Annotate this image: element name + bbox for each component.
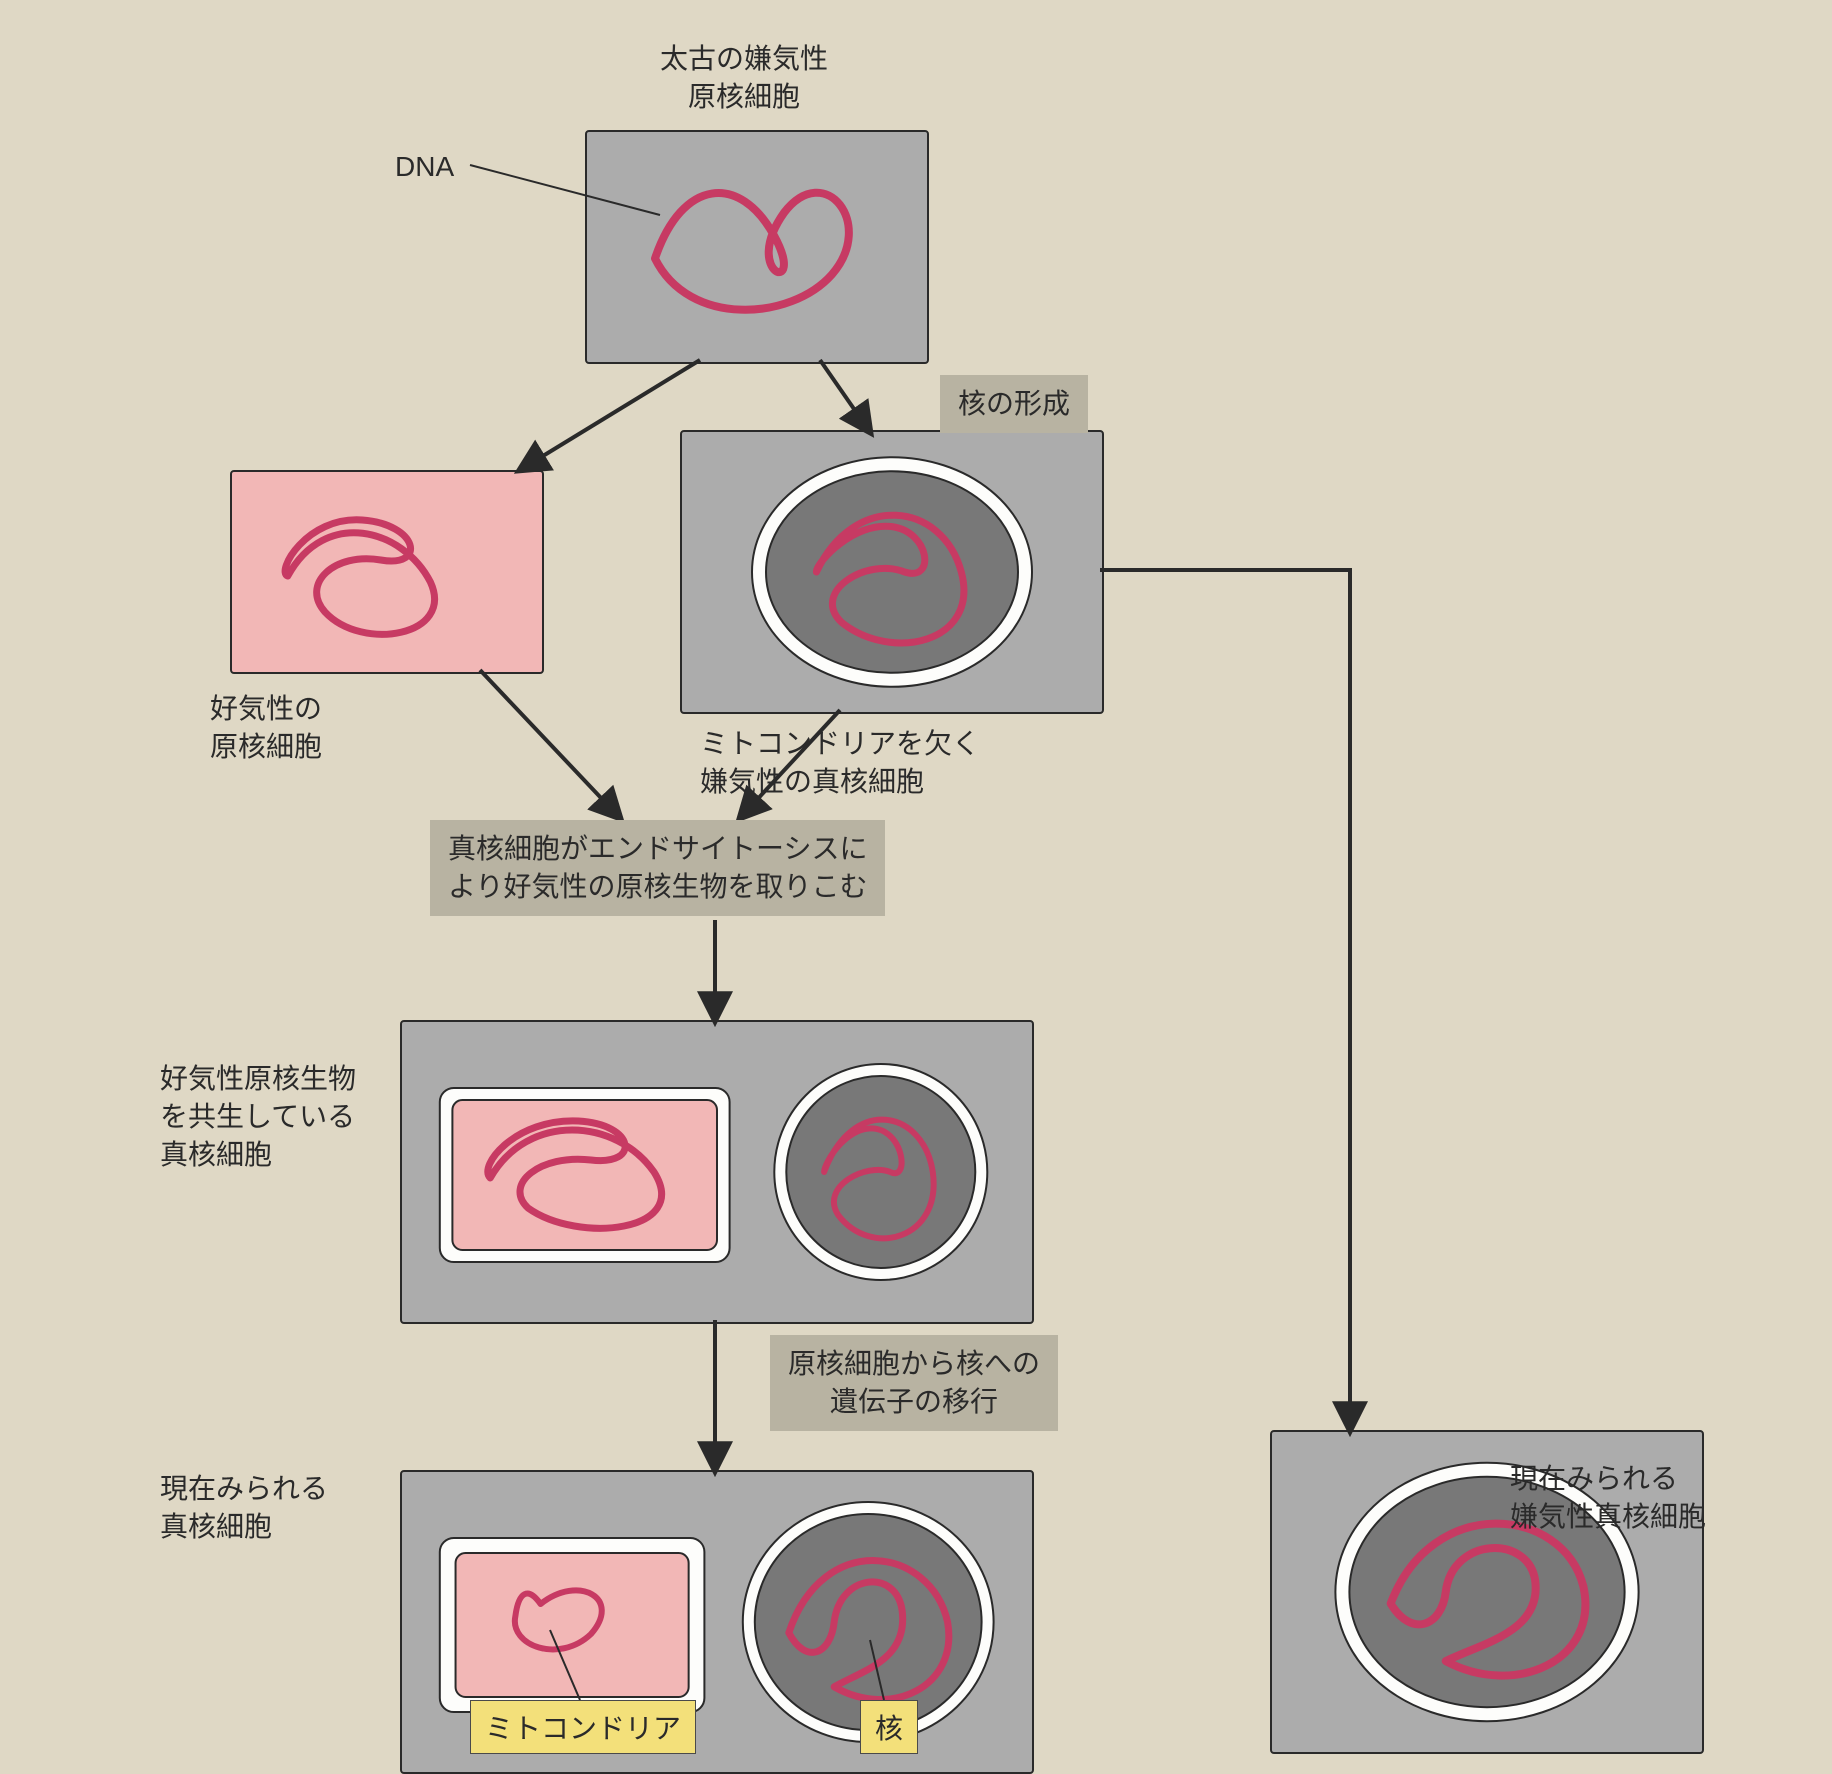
cell [680,430,1104,714]
dna-label: DNA [395,148,454,186]
modern-eukaryote-label: 現在みられる 真核細胞 [160,1470,328,1546]
cell [400,1020,1034,1324]
highlight-nucleus: 核 [860,1700,918,1754]
aerobic-prokaryote-label: 好気性の 原核細胞 [210,690,322,766]
cell [585,130,929,364]
tag-nucleus-formation: 核の形成 [940,375,1088,433]
modern-anaerobic-label: 現在みられる 嫌気性真核細胞 [1510,1460,1706,1536]
tag-endocytosis: 真核細胞がエンドサイトーシスに より好気性の原核生物を取りこむ [430,820,885,916]
tag-gene-transfer: 原核細胞から核への 遺伝子の移行 [770,1335,1058,1431]
symbiont-label: 好気性原核生物 を共生している 真核細胞 [160,1060,356,1173]
anaerobic-eukaryote-label: ミトコンドリアを欠く 嫌気性の真核細胞 [700,725,980,801]
cell [230,470,544,674]
highlight-mitochondria: ミトコンドリア [470,1700,696,1754]
top-title: 太古の嫌気性 原核細胞 [660,40,828,116]
